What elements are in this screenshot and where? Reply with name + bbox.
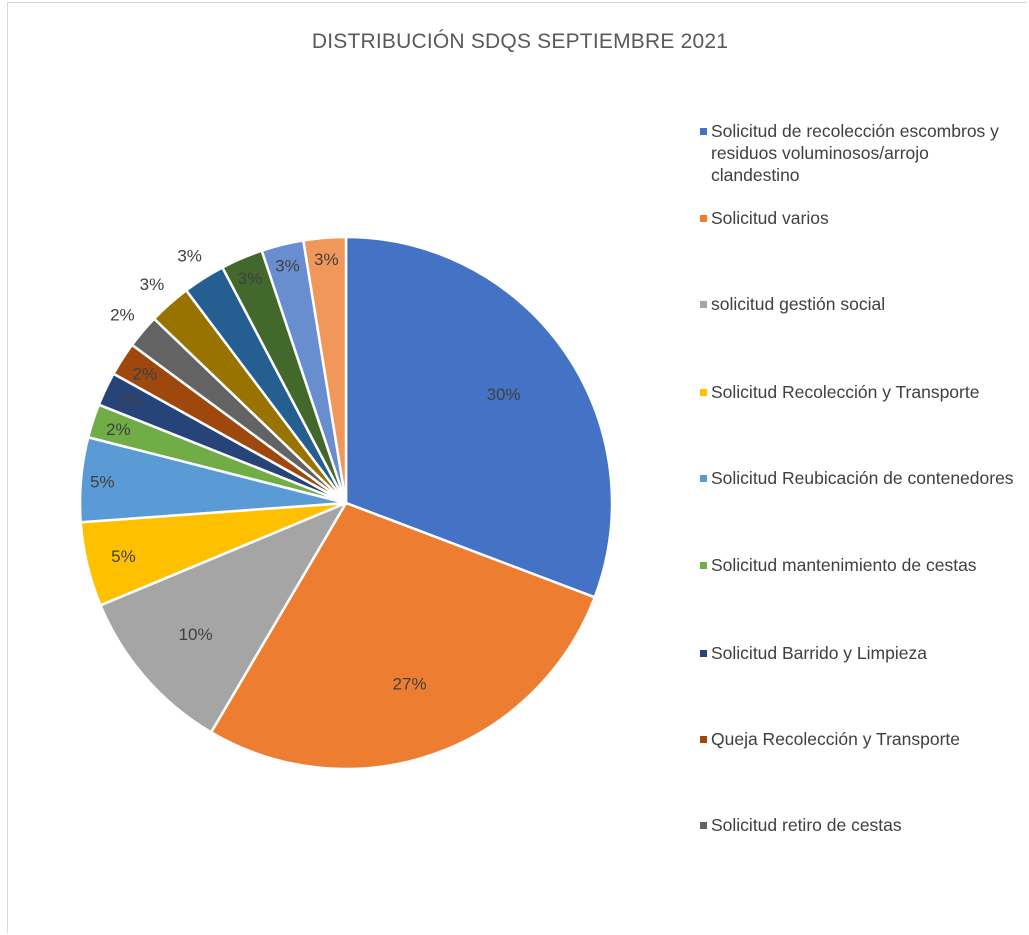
legend-swatch xyxy=(700,128,707,135)
legend-label: Solicitud mantenimiento de cestas xyxy=(711,555,977,575)
slice-data-label-10: 3% xyxy=(140,275,165,294)
chart-frame xyxy=(7,2,1027,933)
legend-label: Queja Recolección y Transporte xyxy=(711,729,961,749)
legend-swatch xyxy=(700,301,707,308)
legend-swatch xyxy=(700,736,707,743)
legend-label: Solicitud Recolección y Transporte xyxy=(711,382,980,402)
legend-label: Solicitud Barrido y Limpieza xyxy=(711,643,927,663)
slice-data-label-6: 2% xyxy=(106,420,131,439)
slice-data-label-5: 5% xyxy=(90,472,115,491)
slice-data-label-7: 2% xyxy=(117,391,142,410)
legend-label: Solicitud varios xyxy=(711,208,829,228)
legend-swatch xyxy=(700,475,707,482)
legend-label: solicitud gestión social xyxy=(711,294,886,314)
legend-swatch xyxy=(700,822,707,829)
slice-data-label-11: 3% xyxy=(177,247,202,266)
pie-slice-1 xyxy=(344,235,614,599)
slice-data-label-9: 2% xyxy=(110,305,135,324)
slice-data-label-14: 3% xyxy=(314,250,339,269)
slice-data-label-13: 3% xyxy=(275,256,300,275)
slice-data-label-3: 10% xyxy=(179,625,213,644)
slice-data-label-8: 2% xyxy=(132,364,157,383)
legend-label: Solicitud retiro de cestas xyxy=(711,815,902,835)
legend-label: Solicitud Reubicación de contenedores xyxy=(711,468,1014,488)
legend-swatch xyxy=(700,389,707,396)
pie-slice-3 xyxy=(99,501,348,734)
slice-data-label-1: 30% xyxy=(487,385,521,404)
slice-data-label-2: 27% xyxy=(393,675,427,694)
legend-label: Solicitud de recolección escombros y res… xyxy=(711,121,999,185)
chart-title: DISTRIBUCIÓN SDQS SEPTIEMBRE 2021 xyxy=(311,30,729,53)
slice-data-label-4: 5% xyxy=(111,547,136,566)
legend-swatch xyxy=(700,215,707,222)
legend-swatch xyxy=(700,562,707,569)
slice-data-label-12: 3% xyxy=(238,269,263,288)
legend-swatch xyxy=(700,650,707,657)
pie-slice-14 xyxy=(302,235,348,505)
